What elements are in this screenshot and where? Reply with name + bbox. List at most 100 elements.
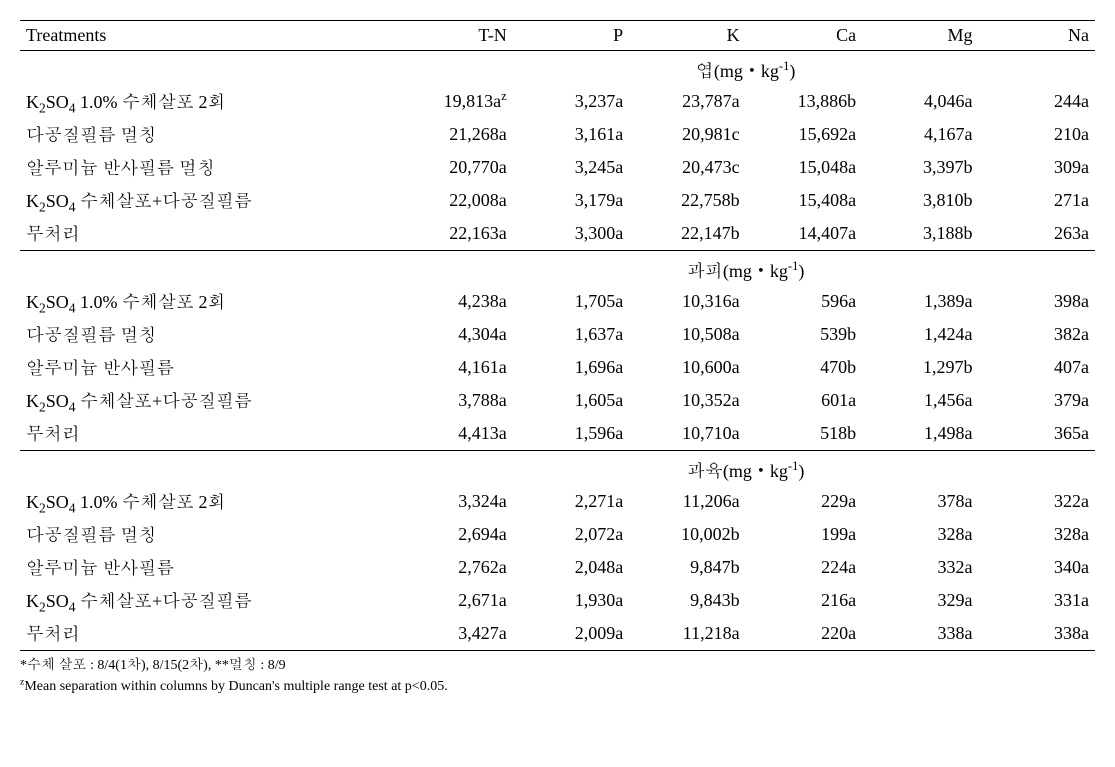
cell-na: 398a xyxy=(979,285,1096,318)
cell-mg: 1,389a xyxy=(862,285,978,318)
cell-tn: 4,413a xyxy=(396,417,512,451)
cell-ca: 216a xyxy=(746,584,862,617)
cell-k: 10,316a xyxy=(629,285,745,318)
cell-ca: 229a xyxy=(746,485,862,518)
treatment-label: 알루미늄 반사필름 멀칭 xyxy=(20,151,396,184)
table-row: K2SO4 수체살포+다공질필름 22,008a 3,179a 22,758b … xyxy=(20,184,1095,217)
section-label: 과피(mg・kg-1) xyxy=(687,257,805,283)
section-header-flesh: 과육(mg・kg-1) xyxy=(20,451,1095,486)
treatment-label: 무처리 xyxy=(20,617,396,651)
table-row: K2SO4 1.0% 수체살포 2회 19,813az 3,237a 23,78… xyxy=(20,85,1095,118)
cell-na: 382a xyxy=(979,318,1096,351)
treatment-label: 무처리 xyxy=(20,417,396,451)
col-header-mg: Mg xyxy=(862,21,978,51)
cell-ca: 596a xyxy=(746,285,862,318)
cell-na: 309a xyxy=(979,151,1096,184)
footnote-2: zMean separation within columns by Dunca… xyxy=(20,676,1095,697)
cell-p: 1,637a xyxy=(513,318,629,351)
table-row: K2SO4 수체살포+다공질필름 2,671a 1,930a 9,843b 21… xyxy=(20,584,1095,617)
table-row: 다공질필름 멀칭 2,694a 2,072a 10,002b 199a 328a… xyxy=(20,518,1095,551)
treatment-label: 다공질필름 멀칭 xyxy=(20,318,396,351)
cell-tn: 2,694a xyxy=(396,518,512,551)
cell-na: 328a xyxy=(979,518,1096,551)
cell-p: 3,161a xyxy=(513,118,629,151)
table-row: K2SO4 1.0% 수체살포 2회 4,238a 1,705a 10,316a… xyxy=(20,285,1095,318)
col-header-ca: Ca xyxy=(746,21,862,51)
cell-tn: 3,788a xyxy=(396,384,512,417)
section-header-peel: 과피(mg・kg-1) xyxy=(20,251,1095,286)
cell-mg: 1,498a xyxy=(862,417,978,451)
table-row: 무처리 22,163a 3,300a 22,147b 14,407a 3,188… xyxy=(20,217,1095,251)
cell-na: 379a xyxy=(979,384,1096,417)
cell-na: 340a xyxy=(979,551,1096,584)
cell-ca: 199a xyxy=(746,518,862,551)
cell-na: 331a xyxy=(979,584,1096,617)
cell-ca: 518b xyxy=(746,417,862,451)
cell-tn: 3,427a xyxy=(396,617,512,651)
col-header-tn: T-N xyxy=(396,21,512,51)
cell-k: 20,473c xyxy=(629,151,745,184)
cell-p: 2,271a xyxy=(513,485,629,518)
table-row: 알루미늄 반사필름 4,161a 1,696a 10,600a 470b 1,2… xyxy=(20,351,1095,384)
treatment-label: 알루미늄 반사필름 xyxy=(20,551,396,584)
footnotes: *수체 살포 : 8/4(1차), 8/15(2차), **멀칭 : 8/9 z… xyxy=(20,655,1095,697)
cell-tn: 4,304a xyxy=(396,318,512,351)
cell-mg: 1,297b xyxy=(862,351,978,384)
cell-na: 322a xyxy=(979,485,1096,518)
cell-mg: 329a xyxy=(862,584,978,617)
table-row: 무처리 3,427a 2,009a 11,218a 220a 338a 338a xyxy=(20,617,1095,651)
cell-tn: 2,671a xyxy=(396,584,512,617)
cell-tn: 19,813az xyxy=(396,85,512,118)
cell-p: 2,048a xyxy=(513,551,629,584)
cell-mg: 4,167a xyxy=(862,118,978,151)
section-header-leaf: 엽(mg・kg-1) xyxy=(20,51,1095,86)
cell-tn: 20,770a xyxy=(396,151,512,184)
cell-na: 407a xyxy=(979,351,1096,384)
cell-na: 338a xyxy=(979,617,1096,651)
cell-tn: 3,324a xyxy=(396,485,512,518)
treatment-label: K2SO4 1.0% 수체살포 2회 xyxy=(20,285,396,318)
treatment-label: 무처리 xyxy=(20,217,396,251)
cell-na: 365a xyxy=(979,417,1096,451)
treatment-label: 다공질필름 멀칭 xyxy=(20,118,396,151)
cell-p: 3,237a xyxy=(513,85,629,118)
treatment-label: 알루미늄 반사필름 xyxy=(20,351,396,384)
table-row: 알루미늄 반사필름 2,762a 2,048a 9,847b 224a 332a… xyxy=(20,551,1095,584)
cell-k: 10,352a xyxy=(629,384,745,417)
cell-k: 10,002b xyxy=(629,518,745,551)
treatment-label: K2SO4 1.0% 수체살포 2회 xyxy=(20,485,396,518)
cell-k: 9,843b xyxy=(629,584,745,617)
cell-na: 244a xyxy=(979,85,1096,118)
cell-p: 2,072a xyxy=(513,518,629,551)
cell-ca: 601a xyxy=(746,384,862,417)
table-row: 알루미늄 반사필름 멀칭 20,770a 3,245a 20,473c 15,0… xyxy=(20,151,1095,184)
cell-mg: 1,424a xyxy=(862,318,978,351)
cell-ca: 15,048a xyxy=(746,151,862,184)
cell-mg: 328a xyxy=(862,518,978,551)
table-row: 무처리 4,413a 1,596a 10,710a 518b 1,498a 36… xyxy=(20,417,1095,451)
cell-na: 271a xyxy=(979,184,1096,217)
col-header-p: P xyxy=(513,21,629,51)
cell-k: 9,847b xyxy=(629,551,745,584)
cell-k: 20,981c xyxy=(629,118,745,151)
cell-k: 10,710a xyxy=(629,417,745,451)
cell-na: 263a xyxy=(979,217,1096,251)
cell-k: 10,508a xyxy=(629,318,745,351)
cell-p: 1,696a xyxy=(513,351,629,384)
section-label: 과육(mg・kg-1) xyxy=(687,457,805,483)
col-header-na: Na xyxy=(979,21,1096,51)
cell-tn: 2,762a xyxy=(396,551,512,584)
cell-ca: 220a xyxy=(746,617,862,651)
cell-mg: 1,456a xyxy=(862,384,978,417)
cell-tn: 21,268a xyxy=(396,118,512,151)
treatment-label: K2SO4 수체살포+다공질필름 xyxy=(20,384,396,417)
cell-p: 3,179a xyxy=(513,184,629,217)
treatment-label: K2SO4 수체살포+다공질필름 xyxy=(20,184,396,217)
cell-tn: 22,163a xyxy=(396,217,512,251)
table-row: K2SO4 수체살포+다공질필름 3,788a 1,605a 10,352a 6… xyxy=(20,384,1095,417)
cell-k: 22,147b xyxy=(629,217,745,251)
cell-tn: 4,238a xyxy=(396,285,512,318)
treatment-label: K2SO4 1.0% 수체살포 2회 xyxy=(20,85,396,118)
cell-ca: 539b xyxy=(746,318,862,351)
cell-ca: 470b xyxy=(746,351,862,384)
